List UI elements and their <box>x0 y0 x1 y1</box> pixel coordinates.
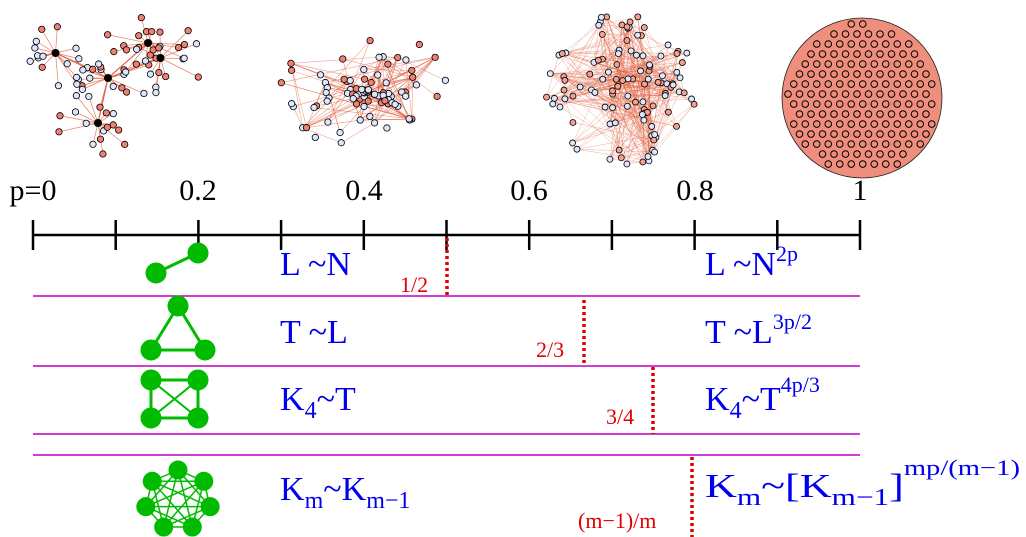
tick-label-0.6: 0.6 <box>510 174 548 207</box>
p-axis: p=0 0.2 0.4 0.6 0.8 1 <box>10 174 868 250</box>
row-separators <box>33 295 860 456</box>
law-left-k4: K4~T <box>280 381 356 424</box>
threshold-label-4: (m−1)/m <box>578 508 656 533</box>
row-triangle: T ~L 2/3 T ~L3p/2 <box>280 309 812 362</box>
law-right-edge: L ~N2p <box>705 241 798 283</box>
km-edge <box>177 469 194 528</box>
threshold-label-1: 1/2 <box>400 272 428 297</box>
km-node <box>154 517 174 537</box>
network-snapshot <box>543 13 698 168</box>
km-edge <box>163 480 205 528</box>
tick-label-0: p=0 <box>10 174 57 207</box>
km-node <box>194 471 214 491</box>
network-snapshots <box>26 13 943 179</box>
km-node <box>136 497 156 517</box>
km-node <box>182 517 202 537</box>
network-snapshot <box>26 14 202 158</box>
threshold-lines <box>445 238 694 537</box>
km-node <box>142 471 162 491</box>
km-node <box>200 497 220 517</box>
threshold-label-2: 2/3 <box>536 337 564 362</box>
network-snapshot <box>277 36 449 147</box>
km-edge <box>151 480 193 528</box>
tick-label-1: 1 <box>853 174 868 207</box>
motif-edge <box>145 242 209 284</box>
tick-label-0.4: 0.4 <box>345 174 383 207</box>
threshold-label-3: 3/4 <box>606 404 634 429</box>
km-edge <box>151 480 211 508</box>
tick-label-0.8: 0.8 <box>676 174 714 207</box>
motif-triangle <box>140 295 216 361</box>
law-right-k4: K4~T4p/3 <box>705 372 820 424</box>
motif-km <box>136 460 220 537</box>
km-edge <box>145 480 205 508</box>
tick-label-0.2: 0.2 <box>179 174 217 207</box>
network-snapshot <box>781 17 943 179</box>
law-right-triangle: T ~L3p/2 <box>705 309 812 351</box>
km-edge <box>162 469 179 528</box>
law-left-km: Km~Km−1 <box>280 471 410 514</box>
law-left-triangle: T ~L <box>280 314 348 351</box>
row-k4: K4~T 3/4 K4~T4p/3 <box>280 372 820 429</box>
motif-k4 <box>140 369 209 429</box>
km-node <box>168 460 188 480</box>
motifs <box>136 242 220 537</box>
law-left-edge: L ~N <box>280 246 351 283</box>
row-edge: L ~N 1/2 L ~N2p <box>280 241 798 297</box>
